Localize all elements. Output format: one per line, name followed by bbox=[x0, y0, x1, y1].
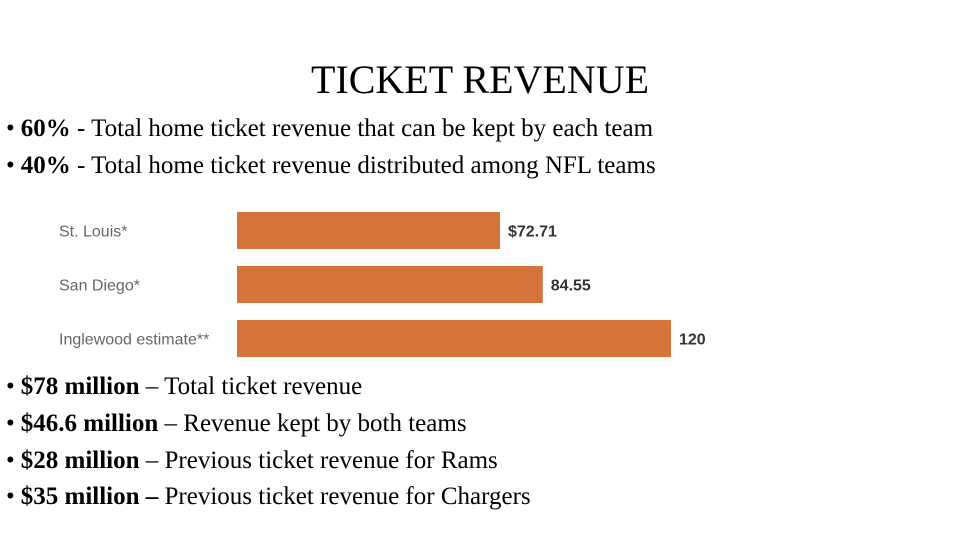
bar bbox=[237, 266, 543, 303]
bottom-bullet-list: • $78 million – Total ticket revenue • $46… bbox=[6, 369, 531, 516]
bullet-text: Total home ticket revenue that can be ke… bbox=[91, 115, 654, 142]
bullet-lead: $35 million – bbox=[20, 483, 159, 511]
bullet-text: Total ticket revenue bbox=[164, 373, 363, 400]
bullet-separator: - bbox=[70, 115, 92, 142]
bullet-text: Previous ticket revenue for Chargers bbox=[164, 483, 531, 511]
bullet-item: • $28 million – Previous ticket revenue f… bbox=[6, 443, 531, 480]
bullet-lead: 40% bbox=[20, 151, 71, 179]
bullet-lead: $28 million bbox=[20, 446, 140, 474]
value-label: $72.71 bbox=[508, 224, 557, 241]
bullet-marker: • bbox=[6, 483, 15, 511]
bullet-marker: • bbox=[6, 151, 15, 179]
slide-title: TICKET REVENUE bbox=[310, 57, 650, 102]
bullet-marker: • bbox=[6, 115, 15, 142]
ticket-revenue-bar-chart: St. Louis* $72.71 San Diego* 84.55 Inglewood… bbox=[59, 212, 706, 357]
value-label: 120 bbox=[679, 332, 706, 349]
bullet-item: • 40% - Total home ticket revenue distrib… bbox=[6, 148, 656, 185]
bullet-separator: – bbox=[139, 373, 165, 400]
value-label: 84.55 bbox=[551, 278, 591, 295]
bullet-text: Previous ticket revenue for Rams bbox=[164, 446, 498, 474]
category-label: St. Louis* bbox=[59, 224, 127, 241]
bullet-lead: $46.6 million bbox=[20, 409, 159, 437]
bullet-separator: – bbox=[158, 409, 184, 437]
bullet-separator: – bbox=[139, 446, 165, 474]
top-bullet-list: • 60% - Total home ticket revenue that ca… bbox=[6, 111, 656, 185]
category-label: Inglewood estimate** bbox=[59, 332, 209, 349]
bullet-lead: $78 million bbox=[20, 373, 140, 400]
bullet-separator: - bbox=[70, 151, 92, 179]
bullet-item: • $46.6 million – Revenue kept by both te… bbox=[6, 406, 531, 443]
bullet-marker: • bbox=[6, 409, 15, 437]
bullet-item: • 60% - Total home ticket revenue that ca… bbox=[6, 111, 656, 148]
bullet-item: • $35 million – Previous ticket revenue f… bbox=[6, 479, 531, 516]
bullet-lead: 60% bbox=[20, 115, 71, 142]
bullet-text: Total home ticket revenue distributed am… bbox=[91, 151, 656, 179]
category-label: San Diego* bbox=[59, 278, 140, 295]
bar bbox=[237, 320, 671, 357]
bullet-marker: • bbox=[6, 373, 15, 400]
bullet-item: • $78 million – Total ticket revenue bbox=[6, 369, 531, 406]
bullet-marker: • bbox=[6, 446, 15, 474]
bar bbox=[237, 212, 500, 249]
bullet-text: Revenue kept by both teams bbox=[183, 409, 467, 437]
